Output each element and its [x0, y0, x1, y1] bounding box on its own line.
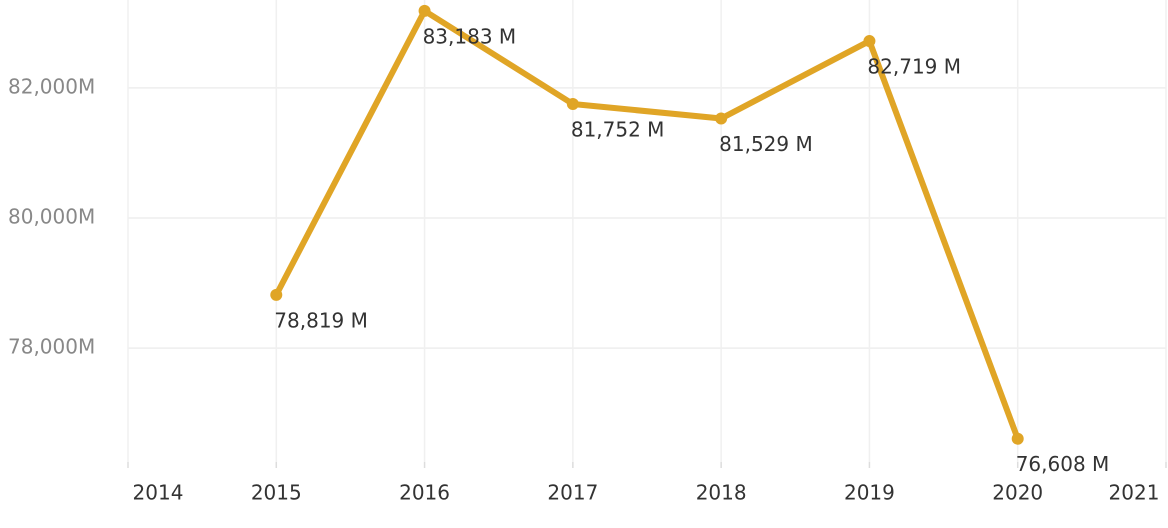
data-label: 81,752 M [571, 117, 665, 141]
y-tick-label: 78,000M [8, 335, 95, 359]
x-tick-label: 2020 [992, 481, 1043, 505]
line [273, 7, 1021, 440]
point [863, 35, 876, 48]
y-tick-label: 80,000M [8, 204, 95, 228]
data-label: 83,183 M [423, 24, 517, 48]
point [715, 112, 728, 125]
x-tick-label: 2014 [133, 481, 184, 505]
y-tick-label: 82,000M [8, 74, 95, 98]
point [566, 97, 579, 110]
data-label: 76,608 M [1016, 452, 1110, 476]
data-label: 78,819 M [274, 308, 368, 332]
x-tick-label: 2019 [844, 481, 895, 505]
point [270, 288, 283, 301]
point [418, 4, 431, 17]
x-tick-label: 2018 [696, 481, 747, 505]
x-tick-label: 2021 [1109, 481, 1160, 505]
data-label: 81,529 M [719, 132, 813, 156]
point [1011, 432, 1024, 445]
data-label: 82,719 M [867, 55, 961, 79]
x-tick-label: 2016 [399, 481, 450, 505]
x-tick-label: 2017 [547, 481, 598, 505]
x-tick-label: 2015 [251, 481, 302, 505]
